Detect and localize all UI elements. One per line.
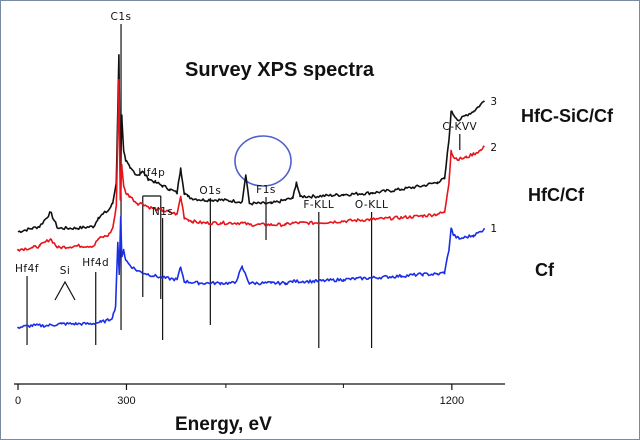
series-label-1: HfC-SiC/Cf bbox=[521, 106, 614, 126]
peak-label-f-kll: F-KLL bbox=[303, 199, 334, 211]
peak-label-si: Si bbox=[60, 265, 71, 277]
chart-title: Survey XPS spectra bbox=[185, 59, 375, 81]
curve-number-1: 1 bbox=[490, 223, 497, 235]
peak-label-c1s: C1s bbox=[111, 11, 132, 23]
x-axis-ticks: 0 300 1200 bbox=[15, 384, 464, 407]
curve-number-2: 2 bbox=[490, 142, 497, 154]
f1s-highlight-circle bbox=[234, 135, 292, 187]
peak-label-hf4f: Hf4f bbox=[15, 263, 39, 275]
peak-marker-si bbox=[54, 280, 76, 301]
peak-label-hf4d: Hf4d bbox=[82, 257, 109, 269]
series-line-1 bbox=[17, 54, 485, 234]
series-label-2: HfC/Cf bbox=[528, 185, 585, 205]
series-line-2 bbox=[17, 78, 485, 252]
peak-marker-lines bbox=[26, 24, 461, 348]
peak-label-c-kvv: C-KVV bbox=[442, 121, 477, 133]
plot-area: 3 2 1 bbox=[17, 54, 497, 329]
series-label-3: Cf bbox=[535, 260, 555, 280]
peak-label-o1s: O1s bbox=[199, 185, 221, 197]
peak-labels: Hf4f Si Hf4d C1s Hf4p N1s O1s F1s F-KLL O-KLL C-KV… bbox=[15, 11, 477, 277]
x-tick-label: 0 bbox=[15, 395, 21, 407]
peak-label-hf4p: Hf4p bbox=[138, 167, 165, 179]
peak-label-f1s: F1s bbox=[256, 184, 276, 196]
peak-label-n1s: N1s bbox=[152, 206, 174, 218]
peak-label-o-kll: O-KLL bbox=[355, 199, 388, 211]
series-labels: HfC-SiC/Cf HfC/Cf Cf bbox=[521, 106, 614, 280]
x-tick-label: 1200 bbox=[440, 395, 464, 407]
x-axis-label: Energy, eV bbox=[175, 414, 272, 435]
x-tick-label: 300 bbox=[117, 395, 135, 407]
series-line-3 bbox=[17, 216, 486, 329]
curve-number-3: 3 bbox=[490, 96, 497, 108]
peak-marker-hf4p bbox=[142, 195, 162, 299]
